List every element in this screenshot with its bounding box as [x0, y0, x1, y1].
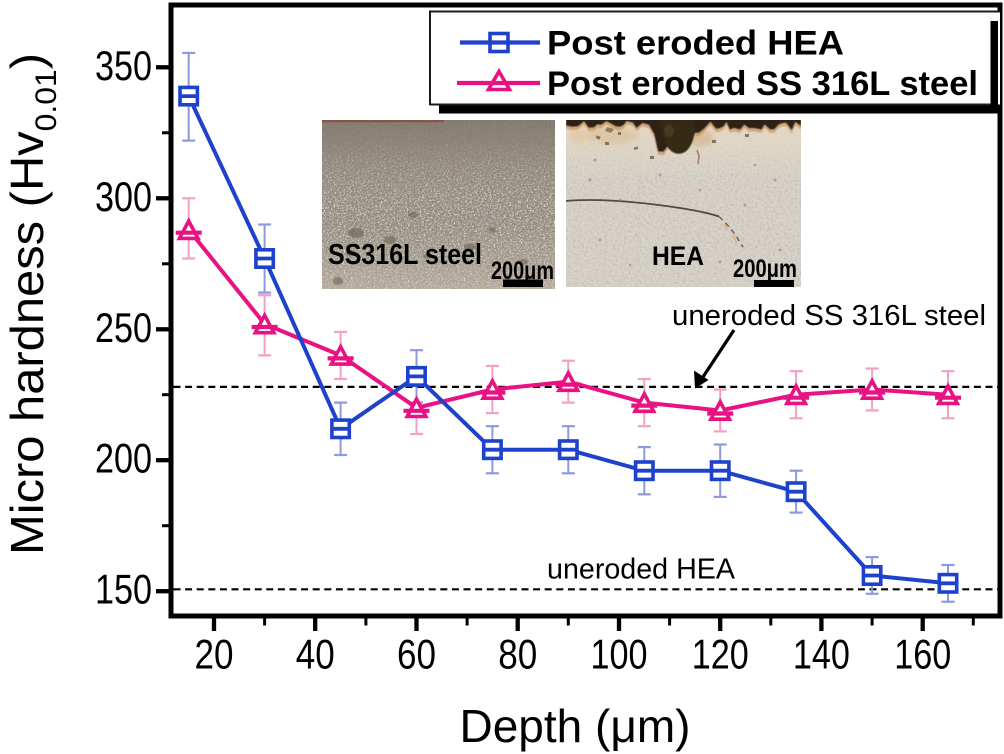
svg-text:200: 200: [95, 435, 152, 482]
svg-text:350: 350: [95, 42, 152, 89]
svg-text:250: 250: [95, 304, 152, 351]
svg-text:20: 20: [195, 631, 234, 678]
svg-text:160: 160: [894, 631, 951, 678]
svg-text:200μm: 200μm: [733, 255, 797, 283]
svg-text:40: 40: [296, 631, 335, 678]
svg-text:300: 300: [95, 173, 152, 220]
svg-text:120: 120: [692, 631, 749, 678]
svg-text:60: 60: [397, 631, 436, 678]
svg-text:140: 140: [793, 631, 850, 678]
svg-text:Micro hardness (Hv0.01): Micro hardness (Hv0.01): [1, 53, 63, 555]
svg-text:100: 100: [591, 631, 648, 678]
svg-text:Post eroded HEA: Post eroded HEA: [547, 25, 844, 63]
svg-text:uneroded SS 316L steel: uneroded SS 316L steel: [672, 300, 986, 332]
svg-text:uneroded HEA: uneroded HEA: [547, 554, 736, 586]
svg-text:Depth (μm): Depth (μm): [460, 700, 691, 752]
svg-text:80: 80: [498, 631, 537, 678]
svg-text:HEA: HEA: [652, 241, 704, 271]
svg-text:150: 150: [95, 566, 152, 613]
svg-text:Post eroded SS 316L steel: Post eroded SS 316L steel: [547, 65, 978, 103]
svg-text:SS316L steel: SS316L steel: [328, 239, 482, 271]
